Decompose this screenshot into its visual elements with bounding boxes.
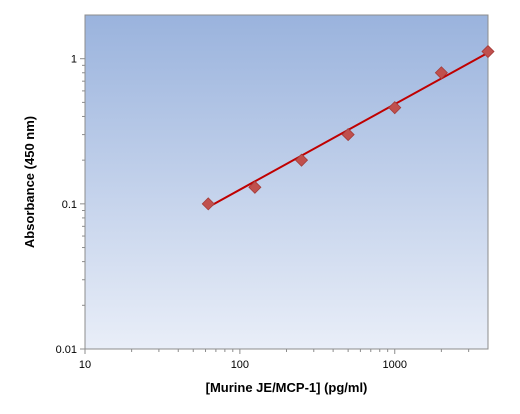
data-point	[388, 101, 402, 115]
y-tick-label: 0.1	[62, 199, 77, 211]
x-axis-title: [Murine JE/MCP-1] (pg/ml)	[206, 380, 368, 395]
y-axis-title: Absorbance (450 nm)	[22, 116, 37, 248]
data-point	[294, 153, 309, 167]
data-point	[248, 180, 262, 194]
y-axis: 0.01 0.1 1	[56, 54, 85, 356]
x-tick-label: 10	[79, 359, 91, 371]
x-axis: 10 100 1000	[79, 349, 470, 371]
x-tick-label: 100	[231, 359, 249, 371]
data-point	[201, 197, 215, 211]
y-tick-label: 0.01	[56, 344, 77, 356]
data-point	[341, 128, 355, 142]
x-tick-label: 1000	[383, 359, 407, 371]
data-points	[201, 44, 495, 211]
data-point	[434, 66, 448, 80]
plot-area	[84, 14, 489, 350]
data-point	[481, 44, 495, 59]
y-tick-label: 1	[71, 54, 77, 66]
